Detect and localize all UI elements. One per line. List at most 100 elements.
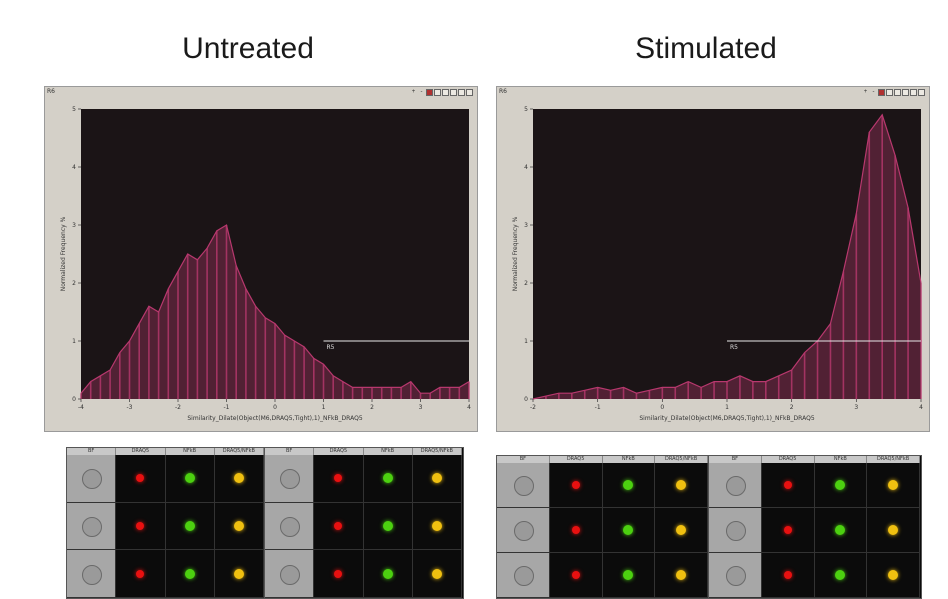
x-tick-label: 2 bbox=[370, 404, 374, 411]
cell-signal bbox=[233, 473, 244, 484]
merge-image[interactable] bbox=[867, 508, 920, 553]
nfkb-image[interactable] bbox=[165, 455, 215, 503]
cell-image-row bbox=[67, 502, 264, 551]
toolbar-gate-button[interactable] bbox=[894, 89, 901, 96]
draq5-image[interactable] bbox=[314, 502, 364, 551]
nfkb-image[interactable] bbox=[165, 550, 215, 598]
merge-image[interactable] bbox=[214, 550, 264, 598]
draq5-image[interactable] bbox=[116, 502, 166, 551]
x-tick-label: -4 bbox=[78, 404, 84, 411]
nfkb-image[interactable] bbox=[814, 553, 868, 598]
gallery-group: BF DRAQ5 NFkB DRAQ5/NFkB bbox=[67, 448, 266, 598]
nfkb-image[interactable] bbox=[363, 502, 413, 551]
draq5-image[interactable] bbox=[116, 550, 166, 598]
nfkb-image[interactable] bbox=[814, 463, 868, 508]
toolbar-close-button[interactable] bbox=[918, 89, 925, 96]
cell-signal bbox=[431, 568, 442, 579]
toolbar-close-button[interactable] bbox=[466, 89, 473, 96]
brightfield-image[interactable] bbox=[265, 455, 315, 503]
y-tick-label: 2 bbox=[72, 280, 76, 287]
cell-signal bbox=[623, 525, 634, 535]
cell-signal bbox=[676, 480, 687, 490]
nfkb-image[interactable] bbox=[602, 553, 656, 598]
zoom-in-icon[interactable]: + bbox=[863, 89, 868, 95]
toolbar-color-button[interactable] bbox=[426, 89, 433, 96]
nfkb-image[interactable] bbox=[363, 455, 413, 503]
draq5-image[interactable] bbox=[116, 455, 166, 503]
y-tick-label: 1 bbox=[72, 338, 76, 345]
channel-header: DRAQ5 bbox=[116, 448, 166, 455]
gallery-group: BF DRAQ5 NFkB DRAQ5/NFkB bbox=[265, 448, 462, 598]
merge-image[interactable] bbox=[412, 550, 462, 598]
draq5-image[interactable] bbox=[314, 550, 364, 598]
merge-image[interactable] bbox=[867, 553, 920, 598]
zoom-out-icon[interactable]: - bbox=[420, 89, 423, 95]
draq5-image[interactable] bbox=[761, 553, 815, 598]
cell-signal bbox=[382, 568, 393, 579]
nfkb-image[interactable] bbox=[165, 502, 215, 551]
cell-signal bbox=[888, 525, 899, 535]
draq5-image[interactable] bbox=[549, 508, 603, 553]
cell-signal bbox=[334, 474, 343, 483]
brightfield-image[interactable] bbox=[709, 463, 762, 508]
merge-image[interactable] bbox=[412, 502, 462, 551]
merge-image[interactable] bbox=[655, 463, 708, 508]
window-toolbar: R6 + - bbox=[497, 87, 929, 99]
merge-image[interactable] bbox=[214, 502, 264, 551]
brightfield-image[interactable] bbox=[265, 502, 315, 551]
toolbar-stats-button[interactable] bbox=[434, 89, 441, 96]
nfkb-image[interactable] bbox=[602, 463, 656, 508]
merge-image[interactable] bbox=[214, 455, 264, 503]
brightfield-image[interactable] bbox=[709, 553, 762, 598]
cell-signal bbox=[835, 570, 846, 580]
merge-image[interactable] bbox=[655, 553, 708, 598]
cell-shape bbox=[280, 564, 301, 585]
histogram-window-untreated: R6 + - R5 -4 -3 -2 -1 0 1 2 3 4 0 1 2 3 4 5 Similarity_D… bbox=[44, 86, 478, 432]
toolbar-gate-button[interactable] bbox=[442, 89, 449, 96]
y-tick-label: 0 bbox=[524, 396, 528, 403]
x-tick-label: -2 bbox=[530, 404, 536, 411]
channel-header: DRAQ5 bbox=[550, 456, 603, 463]
merge-image[interactable] bbox=[655, 508, 708, 553]
channel-header: BF bbox=[709, 456, 762, 463]
brightfield-image[interactable] bbox=[497, 553, 550, 598]
x-tick-label: 4 bbox=[919, 404, 923, 411]
draq5-image[interactable] bbox=[761, 508, 815, 553]
zoom-in-icon[interactable]: + bbox=[411, 89, 416, 95]
brightfield-image[interactable] bbox=[67, 550, 117, 598]
cell-image-row bbox=[265, 455, 462, 503]
channel-header-row: BF DRAQ5 NFkB DRAQ5/NFkB bbox=[709, 456, 920, 463]
brightfield-image[interactable] bbox=[67, 455, 117, 503]
merge-image[interactable] bbox=[867, 463, 920, 508]
draq5-image[interactable] bbox=[761, 463, 815, 508]
cell-signal bbox=[184, 568, 195, 579]
cell-shape bbox=[82, 564, 103, 585]
draq5-image[interactable] bbox=[549, 553, 603, 598]
channel-header: BF bbox=[67, 448, 117, 455]
draq5-image[interactable] bbox=[549, 463, 603, 508]
histogram-untreated: R5 -4 -3 -2 -1 0 1 2 3 4 0 1 2 3 4 5 Similarity_Dilate(O… bbox=[60, 106, 471, 422]
cell-signal bbox=[623, 480, 634, 490]
brightfield-image[interactable] bbox=[67, 502, 117, 551]
cell-image-row bbox=[67, 455, 264, 503]
merge-image[interactable] bbox=[412, 455, 462, 503]
cell-signal bbox=[783, 571, 792, 579]
cell-shape bbox=[725, 476, 746, 496]
toolbar-stats-button[interactable] bbox=[886, 89, 893, 96]
nfkb-image[interactable] bbox=[602, 508, 656, 553]
toolbar-properties-button[interactable] bbox=[902, 89, 909, 96]
toolbar-export-button[interactable] bbox=[910, 89, 917, 96]
channel-header: NFkB bbox=[364, 448, 413, 455]
toolbar-export-button[interactable] bbox=[458, 89, 465, 96]
zoom-out-icon[interactable]: - bbox=[872, 89, 875, 95]
nfkb-image[interactable] bbox=[363, 550, 413, 598]
brightfield-image[interactable] bbox=[497, 508, 550, 553]
toolbar-properties-button[interactable] bbox=[450, 89, 457, 96]
toolbar-color-button[interactable] bbox=[878, 89, 885, 96]
x-tick-label: -3 bbox=[127, 404, 133, 411]
brightfield-image[interactable] bbox=[265, 550, 315, 598]
brightfield-image[interactable] bbox=[709, 508, 762, 553]
draq5-image[interactable] bbox=[314, 455, 364, 503]
nfkb-image[interactable] bbox=[814, 508, 868, 553]
brightfield-image[interactable] bbox=[497, 463, 550, 508]
